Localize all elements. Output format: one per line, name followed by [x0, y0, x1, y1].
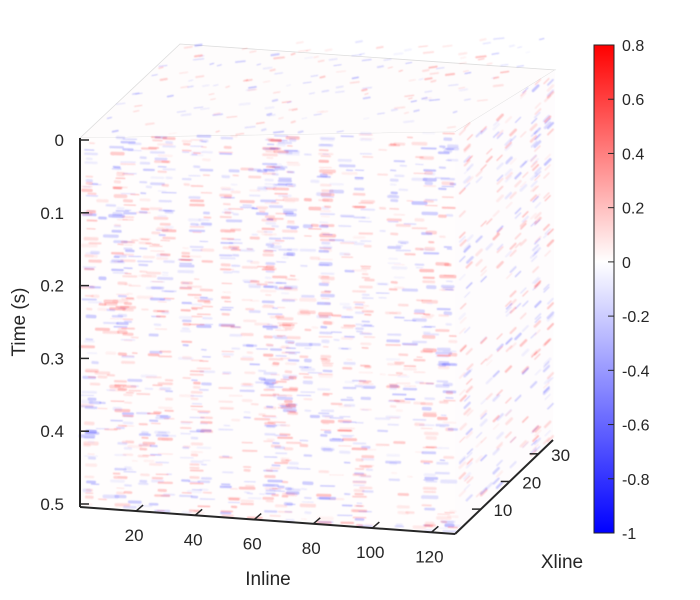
inline-tick-mark	[371, 521, 380, 529]
time-tick-label: 0	[55, 131, 64, 150]
time-tick-label: 0.3	[40, 349, 64, 368]
colorbar-tick-label: 0.4	[622, 146, 644, 163]
colorbar-tick-label: -0.6	[622, 418, 650, 435]
inline-axis-line	[79, 506, 456, 535]
inline-tick-label: 120	[415, 547, 443, 566]
xline-tick-label: 20	[522, 473, 541, 492]
inline-tick-label: 100	[356, 543, 384, 562]
time-tick-label: 0.1	[40, 204, 64, 223]
colorbar-tick-label: 0	[622, 255, 631, 272]
colorbar-tick-label: 0.2	[622, 201, 644, 218]
colorbar-tick-label: 0.6	[622, 92, 644, 109]
xline-axis-label: Xline	[541, 552, 583, 573]
front-face-amplitude-texture	[78, 132, 461, 534]
colorbar-tick-label: -0.4	[622, 363, 650, 380]
colorbar-tick-label: -1	[622, 526, 636, 543]
inline-tick-label: 80	[302, 539, 321, 558]
colorbar-gradient	[593, 44, 615, 534]
cube-front-face	[80, 132, 455, 533]
time-tick-label: 0.4	[40, 422, 64, 441]
inline-tick-mark	[430, 525, 439, 533]
time-tick-label: 0.5	[40, 495, 64, 514]
inline-tick-label: 20	[125, 526, 144, 545]
cube-side-face	[455, 70, 555, 533]
xline-tick-label: 30	[551, 446, 570, 465]
inline-tick-mark	[312, 517, 321, 525]
colorbar: 0.8 0.6 0.4 0.2 0 -0.2 -0.4 -0.6 -0.8 -1	[593, 38, 650, 543]
time-tick-label: 0.2	[40, 277, 64, 296]
inline-axis: 20 40 60 80 100 120 Inline	[79, 504, 456, 590]
inline-axis-label: Inline	[245, 569, 290, 590]
xline-tick-label: 10	[493, 501, 512, 520]
colorbar-tick-label: -0.2	[622, 309, 650, 326]
inline-tick-label: 40	[184, 530, 203, 549]
time-axis-label: Time (s)	[9, 288, 30, 357]
inline-tick-mark	[253, 512, 262, 521]
seismic-cube	[78, 37, 557, 534]
inline-tick-mark	[135, 504, 144, 512]
colorbar-tick-label: 0.8	[622, 38, 644, 55]
xline-axis-line	[454, 439, 554, 535]
xline-axis: 10 20 30 Xline	[454, 439, 583, 573]
inline-tick-mark	[194, 508, 203, 516]
top-face-amplitude-texture	[106, 37, 545, 136]
time-axis: 0 0.1 0.2 0.3 0.4 0.5 Time (s)	[9, 131, 89, 514]
side-face-amplitude-texture	[458, 78, 555, 502]
inline-tick-label: 60	[243, 535, 262, 554]
colorbar-tick-label: -0.8	[622, 472, 650, 489]
